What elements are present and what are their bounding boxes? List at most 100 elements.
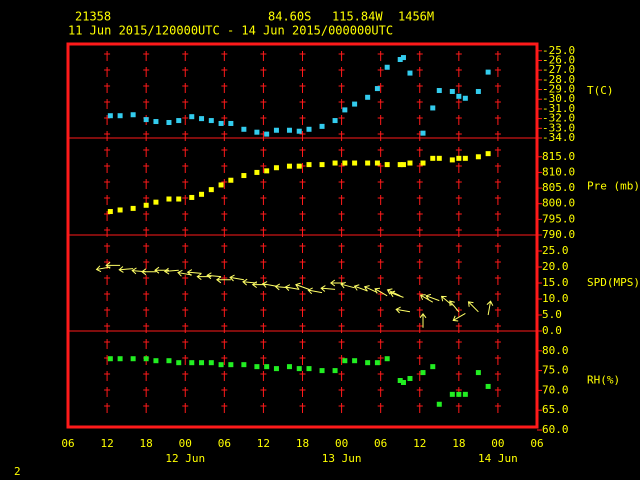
y-tick-label: 65.0 [542, 403, 569, 416]
data-point [449, 157, 455, 163]
grid-line [104, 51, 111, 413]
x-tick-label: 12 [413, 437, 426, 450]
data-point [319, 368, 325, 374]
wind-arrow [353, 284, 368, 292]
data-point [397, 378, 403, 383]
data-point [130, 205, 136, 211]
data-point [306, 366, 312, 372]
data-point [407, 70, 413, 76]
wind-arrow [251, 281, 267, 288]
data-point [456, 93, 462, 99]
x-tick-label: 06 [61, 437, 74, 450]
data-point [449, 391, 455, 397]
data-point [143, 356, 149, 362]
data-point [218, 120, 224, 126]
x-tick-label: 12 [100, 437, 113, 450]
data-point [436, 155, 442, 161]
data-point [107, 356, 113, 362]
y-tick-label: 25.0 [542, 244, 569, 257]
grid-line [182, 51, 189, 413]
data-point [475, 154, 481, 160]
data-point [400, 379, 406, 385]
data-point [296, 163, 302, 169]
data-point [456, 155, 462, 161]
data-point [407, 160, 413, 166]
data-point [397, 162, 403, 168]
wind-arrow [486, 300, 494, 316]
wind-arrow [118, 266, 134, 273]
data-point [352, 101, 358, 107]
data-point [176, 196, 182, 202]
data-point [199, 360, 205, 366]
data-point [117, 207, 123, 213]
wind-arrow [389, 290, 404, 298]
data-point [430, 105, 436, 111]
y-tick-label: -25.0 [542, 44, 575, 57]
y-tick-label: 75.0 [542, 364, 569, 377]
wind-arrow [141, 268, 156, 276]
wind-arrow [419, 294, 434, 303]
data-point [384, 162, 390, 168]
data-point [286, 127, 292, 133]
data-point [384, 356, 390, 362]
y-tick-label: -33.0 [542, 121, 575, 134]
wind-arrow [419, 312, 427, 328]
x-tick-label: 12 [257, 437, 270, 450]
grid-line [455, 51, 462, 413]
data-point [462, 155, 468, 161]
wind-arrow [105, 262, 121, 269]
wind-arrow [340, 281, 355, 289]
y-axis-label: T(C) [587, 84, 614, 97]
y-tick-label: -32.0 [542, 112, 575, 125]
data-point [475, 88, 481, 94]
wind-arrow [467, 301, 479, 313]
latitude: 84.60S [268, 10, 311, 24]
data-point [117, 356, 123, 362]
data-point [296, 128, 302, 134]
data-point [449, 88, 455, 94]
data-point [143, 117, 149, 123]
data-point [107, 209, 113, 215]
data-point [107, 113, 113, 119]
y-tick-label: 5.0 [542, 308, 562, 321]
data-point [264, 168, 270, 174]
wind-arrow [425, 293, 440, 302]
wind-arrow [284, 284, 300, 291]
data-point [306, 162, 312, 168]
data-point [485, 69, 491, 75]
y-tick-label: 0.0 [542, 324, 562, 337]
date-label: 13 Jun [322, 452, 362, 465]
data-point [485, 383, 491, 389]
data-point [241, 173, 247, 179]
data-point [189, 360, 195, 366]
data-point [374, 86, 380, 92]
data-point [143, 202, 149, 208]
data-point [462, 95, 468, 101]
x-tick-label: 06 [530, 437, 543, 450]
period: 11 Jun 2015/120000UTC - 14 Jun 2015/0000… [68, 24, 393, 38]
data-point [254, 364, 260, 370]
wind-arrow [229, 274, 244, 282]
data-point [420, 160, 426, 166]
x-tick-label: 18 [296, 437, 309, 450]
data-point [228, 120, 234, 126]
data-point [365, 160, 371, 166]
data-point [199, 116, 205, 122]
grid-line [299, 51, 306, 413]
data-point [456, 391, 462, 397]
data-point [352, 160, 358, 166]
data-point [374, 360, 380, 366]
wind-arrow [261, 281, 277, 288]
data-point [436, 88, 442, 94]
data-point [400, 162, 406, 168]
y-axis-label: RH(%) [587, 374, 620, 387]
grid-line [338, 51, 345, 413]
data-point [420, 370, 426, 376]
wind-arrow [440, 295, 453, 306]
y-tick-label: -27.0 [542, 63, 575, 76]
y-tick-label: 810.0 [542, 165, 575, 178]
data-point [400, 55, 406, 61]
data-point [397, 57, 403, 63]
wind-arrow [206, 272, 222, 280]
